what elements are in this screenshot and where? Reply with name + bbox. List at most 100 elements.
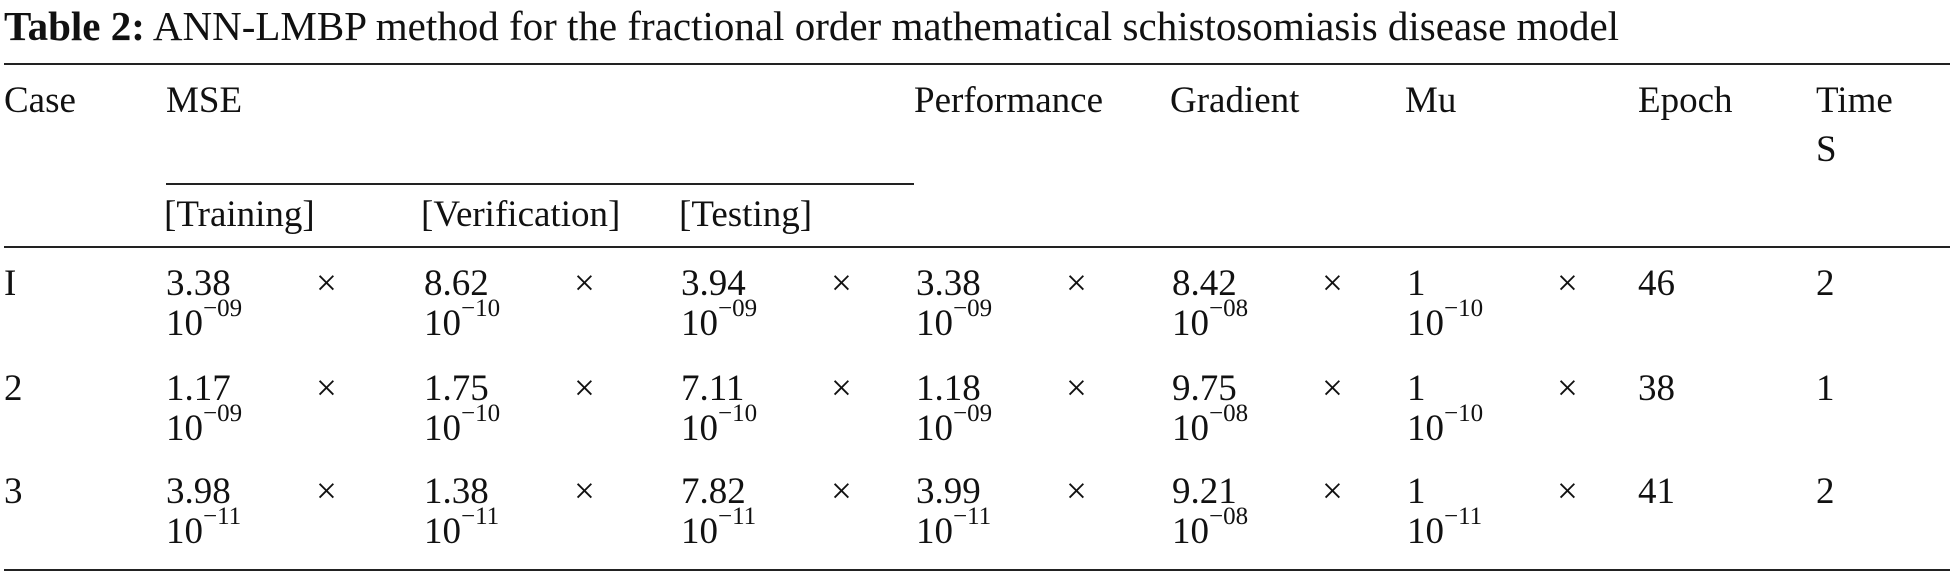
power-of-ten: 10−11 bbox=[1407, 504, 1482, 554]
base: 10 bbox=[166, 408, 203, 449]
times-symbol: × bbox=[574, 368, 595, 409]
exponent: −10 bbox=[718, 400, 758, 427]
exponent: −10 bbox=[461, 400, 501, 427]
header-case: Case bbox=[4, 80, 76, 121]
base: 10 bbox=[1172, 408, 1209, 449]
header-gradient: Gradient bbox=[1170, 80, 1300, 121]
power-of-ten: 10−09 bbox=[166, 401, 242, 451]
header-testing: [Testing] bbox=[679, 194, 813, 235]
cell-training: 1.17 × 10−09 bbox=[166, 367, 337, 457]
header-training: [Training] bbox=[164, 194, 315, 235]
times-symbol: × bbox=[1322, 368, 1343, 409]
cell-testing: 7.82 × 10−11 bbox=[681, 470, 852, 560]
power-of-ten: 10−11 bbox=[424, 504, 499, 554]
base: 10 bbox=[681, 408, 718, 449]
power-of-ten: 10−11 bbox=[166, 504, 241, 554]
cell-time: 1 bbox=[1816, 368, 1835, 409]
base: 10 bbox=[166, 511, 203, 552]
cell-time: 2 bbox=[1816, 263, 1835, 304]
base: 10 bbox=[1172, 303, 1209, 344]
power-of-ten: 10−09 bbox=[916, 296, 992, 346]
cell-case: 2 bbox=[4, 368, 23, 409]
exponent: −11 bbox=[203, 503, 242, 530]
cell-training: 3.98 × 10−11 bbox=[166, 470, 337, 560]
power-of-ten: 10−10 bbox=[681, 401, 757, 451]
times-symbol: × bbox=[1066, 263, 1087, 304]
top-rule bbox=[4, 63, 1950, 65]
cell-testing: 3.94 × 10−09 bbox=[681, 262, 852, 352]
mantissa: 1.75 bbox=[424, 368, 489, 409]
base: 10 bbox=[916, 408, 953, 449]
cell-verification: 1.38 × 10−11 bbox=[424, 470, 595, 560]
mantissa: 3.38 bbox=[916, 263, 981, 304]
mantissa: 1 bbox=[1407, 471, 1426, 512]
times-symbol: × bbox=[1557, 368, 1578, 409]
times-symbol: × bbox=[1557, 263, 1578, 304]
cell-gradient: 9.75 × 10−08 bbox=[1172, 367, 1343, 457]
exponent: −10 bbox=[461, 295, 501, 322]
base: 10 bbox=[166, 303, 203, 344]
base: 10 bbox=[424, 303, 461, 344]
mantissa: 7.11 bbox=[681, 368, 745, 409]
times-symbol: × bbox=[574, 471, 595, 512]
mantissa: 1.17 bbox=[166, 368, 231, 409]
mantissa: 7.82 bbox=[681, 471, 746, 512]
mantissa: 3.98 bbox=[166, 471, 231, 512]
mantissa: 9.75 bbox=[1172, 368, 1237, 409]
exponent: −11 bbox=[461, 503, 500, 530]
cell-performance: 3.99 × 10−11 bbox=[916, 470, 1087, 560]
table-caption-text: ANN-LMBP method for the fractional order… bbox=[152, 3, 1620, 49]
base: 10 bbox=[1407, 408, 1444, 449]
mantissa: 3.94 bbox=[681, 263, 746, 304]
header-mse: MSE bbox=[166, 80, 243, 121]
cell-performance: 1.18 × 10−09 bbox=[916, 367, 1087, 457]
times-symbol: × bbox=[574, 263, 595, 304]
exponent: −10 bbox=[1444, 295, 1484, 322]
power-of-ten: 10−11 bbox=[916, 504, 991, 554]
power-of-ten: 10−10 bbox=[1407, 401, 1483, 451]
power-of-ten: 10−08 bbox=[1172, 401, 1248, 451]
base: 10 bbox=[1172, 511, 1209, 552]
times-symbol: × bbox=[316, 263, 337, 304]
times-symbol: × bbox=[316, 471, 337, 512]
base: 10 bbox=[424, 408, 461, 449]
header-epoch: Epoch bbox=[1638, 80, 1733, 121]
cell-verification: 1.75 × 10−10 bbox=[424, 367, 595, 457]
cell-case: 3 bbox=[4, 471, 23, 512]
header-bottom-rule bbox=[4, 246, 1950, 248]
exponent: −09 bbox=[953, 295, 993, 322]
table-caption: Table 2: ANN-LMBP method for the fractio… bbox=[4, 0, 1619, 52]
table-caption-label: Table 2: bbox=[4, 3, 145, 49]
exponent: −10 bbox=[1444, 400, 1484, 427]
exponent: −08 bbox=[1209, 400, 1249, 427]
cell-training: 3.38 × 10−09 bbox=[166, 262, 337, 352]
mantissa: 3.38 bbox=[166, 263, 231, 304]
power-of-ten: 10−08 bbox=[1172, 296, 1248, 346]
exponent: −11 bbox=[953, 503, 992, 530]
header-mu: Mu bbox=[1405, 80, 1457, 121]
exponent: −09 bbox=[718, 295, 758, 322]
power-of-ten: 10−09 bbox=[916, 401, 992, 451]
times-symbol: × bbox=[831, 471, 852, 512]
times-symbol: × bbox=[831, 368, 852, 409]
header-verification: [Verification] bbox=[421, 194, 621, 235]
cell-case: I bbox=[4, 263, 17, 304]
mantissa: 1 bbox=[1407, 263, 1426, 304]
times-symbol: × bbox=[1066, 368, 1087, 409]
power-of-ten: 10−10 bbox=[424, 296, 500, 346]
base: 10 bbox=[681, 303, 718, 344]
power-of-ten: 10−10 bbox=[424, 401, 500, 451]
times-symbol: × bbox=[831, 263, 852, 304]
power-of-ten: 10−09 bbox=[681, 296, 757, 346]
cell-mu: 1 × 10−10 bbox=[1407, 367, 1578, 457]
times-symbol: × bbox=[1557, 471, 1578, 512]
mantissa: 9.21 bbox=[1172, 471, 1237, 512]
cell-verification: 8.62 × 10−10 bbox=[424, 262, 595, 352]
exponent: −09 bbox=[953, 400, 993, 427]
power-of-ten: 10−09 bbox=[166, 296, 242, 346]
header-performance: Performance bbox=[914, 80, 1104, 121]
power-of-ten: 10−10 bbox=[1407, 296, 1483, 346]
times-symbol: × bbox=[1322, 263, 1343, 304]
mantissa: 8.42 bbox=[1172, 263, 1237, 304]
exponent: −08 bbox=[1209, 503, 1249, 530]
